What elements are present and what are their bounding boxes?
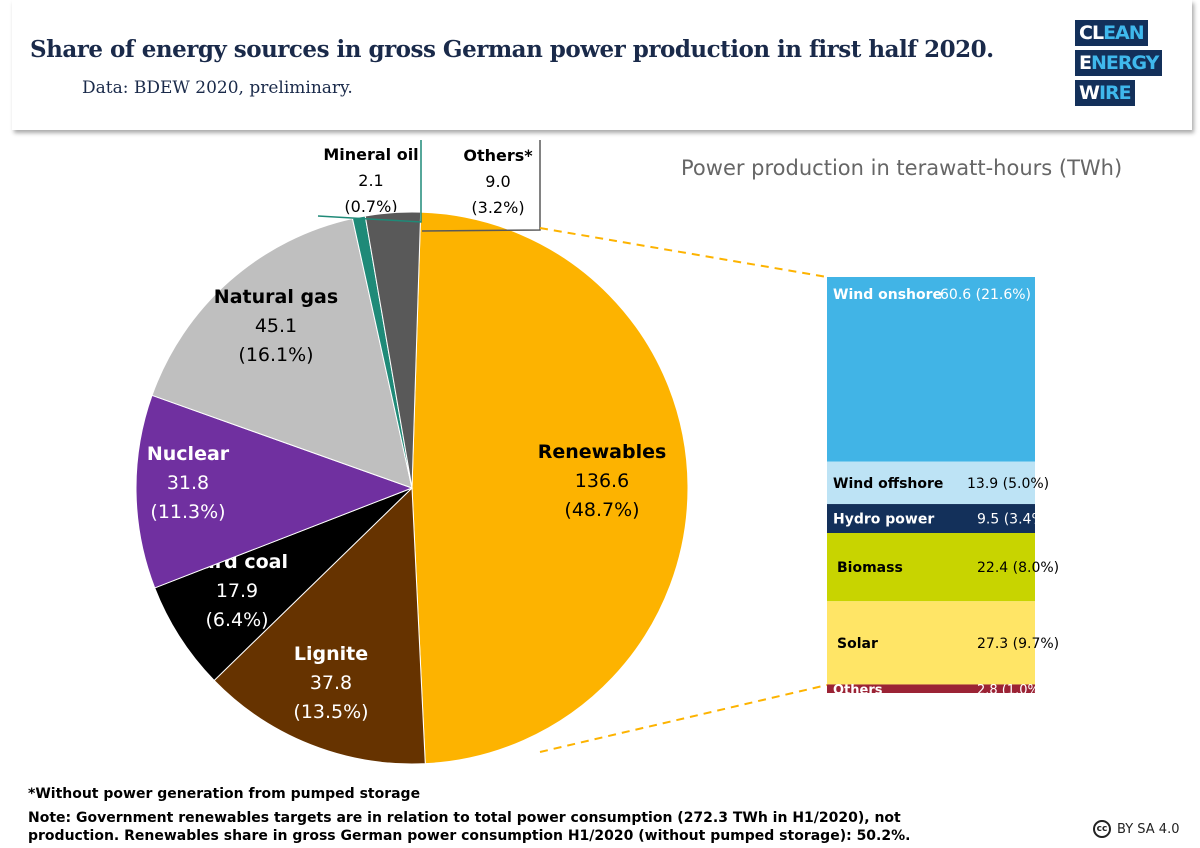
segment-value: 9.5 (3.4%) <box>977 512 1050 528</box>
slice-label: Others* <box>463 146 533 165</box>
slice-percent: (48.7%) <box>564 499 639 521</box>
creative-commons-icon: cc <box>1093 820 1111 838</box>
segment-value: 27.3 (9.7%) <box>977 636 1059 652</box>
segment-value: 2.8 (1.0%) <box>977 683 1045 698</box>
slice-label: Nuclear <box>147 443 230 465</box>
chart-subtitle: Data: BDEW 2020, preliminary. <box>82 78 353 98</box>
slice-percent: (3.2%) <box>471 198 524 217</box>
clean-energy-wire-logo: CLEAN ENERGY WIRE <box>1075 20 1163 110</box>
pie-slice-nuclear <box>135 394 414 589</box>
bar-segment-wind-offshore <box>827 461 1035 505</box>
slice-value: 45.1 <box>255 315 297 337</box>
footnote-asterisk: *Without power generation from pumped st… <box>28 786 421 802</box>
slice-percent: (13.5%) <box>293 701 368 723</box>
segment-value: 13.9 (5.0%) <box>967 476 1049 492</box>
slice-value: 2.1 <box>358 171 383 190</box>
bar-segment-others <box>827 684 1035 693</box>
segment-label: Wind offshore <box>833 476 943 492</box>
slice-percent: (6.4%) <box>205 609 268 631</box>
slice-percent: (0.7%) <box>344 197 397 216</box>
leader-line-others <box>421 140 541 232</box>
segment-label: Others <box>833 683 883 698</box>
leader-line-mineral-oil <box>317 140 422 223</box>
bar-segment-biomass <box>827 533 1035 602</box>
connector-bottom <box>539 684 828 753</box>
slice-value: 31.8 <box>167 472 209 494</box>
segment-label: Hydro power <box>833 512 934 528</box>
segment-label: Wind onshore <box>833 287 942 303</box>
license: cc BY SA 4.0 <box>1093 820 1179 838</box>
slice-label: Renewables <box>538 441 667 463</box>
footnote-note-2: production. Renewables share in gross Ge… <box>28 828 911 844</box>
bar-segment-hydro-power <box>827 504 1035 533</box>
segment-value: 60.6 (21.6%) <box>940 287 1031 303</box>
bar-segment-wind-onshore <box>827 277 1035 462</box>
unit-label: Power production in terawatt-hours (TWh) <box>681 156 1123 180</box>
segment-label: Solar <box>837 636 878 652</box>
bar-segment-solar <box>827 601 1035 685</box>
slice-value: 37.8 <box>310 672 352 694</box>
slice-label: Lignite <box>294 643 368 665</box>
header <box>12 0 1192 130</box>
slice-label: Mineral oil <box>323 145 418 164</box>
slice-percent: (16.1%) <box>238 344 313 366</box>
slice-value: 17.9 <box>216 580 258 602</box>
pie-slice-natural-gas <box>151 217 413 489</box>
license-text: BY SA 4.0 <box>1117 821 1180 837</box>
slice-label: Natural gas <box>214 286 338 308</box>
footnote-note-1: Note: Government renewables targets are … <box>28 810 901 826</box>
connector-top <box>539 227 828 278</box>
slice-percent: (11.3%) <box>150 501 225 523</box>
pie-slice-lignite <box>213 486 426 765</box>
pie-slice-renewables <box>411 211 689 765</box>
slice-value: 136.6 <box>575 470 629 492</box>
chart-title: Share of energy sources in gross German … <box>30 36 994 63</box>
segment-label: Biomass <box>837 560 903 576</box>
segment-value: 22.4 (8.0%) <box>977 560 1059 576</box>
slice-value: 9.0 <box>485 172 510 191</box>
